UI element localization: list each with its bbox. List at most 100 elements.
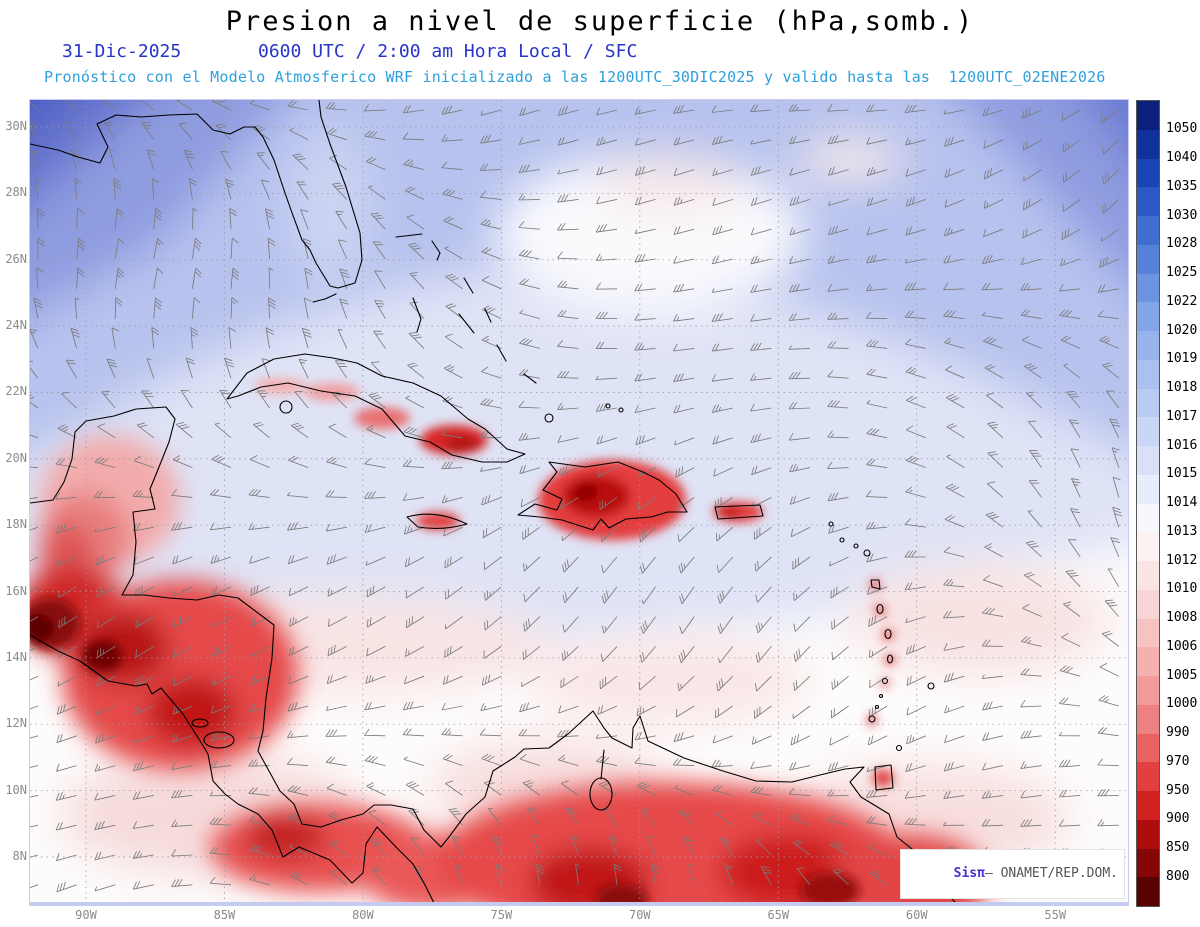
latitude-axis: 30N 28N 26N 24N 22N 20N 18N 16N 14N 12N 10N 8N [0, 0, 28, 927]
colorbar-cell-14 [1137, 503, 1159, 533]
colorbar-label-1025: 1025 [1166, 265, 1198, 280]
coast-cuba [226, 353, 526, 463]
colorbar-label-1000: 1000 [1166, 696, 1198, 712]
coast-antigua [863, 549, 871, 557]
colorbar-label-1028: 1028 [1166, 236, 1198, 252]
colorbar-cell-19 [1137, 647, 1159, 676]
lat-tick-24N: 24N [5, 318, 27, 333]
colorbar-label-1014: 1014 [1166, 495, 1198, 510]
colorbar-label-990: 990 [1166, 725, 1190, 740]
lon-tick-85W: 85W [213, 908, 236, 922]
colorbar-label-1005: 1005 [1166, 667, 1198, 683]
colorbar-cell-26 [1137, 848, 1159, 878]
coast-pacific [29, 634, 436, 906]
colorbar-cell-15 [1137, 532, 1159, 561]
colorbar-cell-2 [1137, 158, 1159, 188]
colorbar-cell-10 [1137, 388, 1159, 418]
credit-text: – ONAMET/REP.DOM. [984, 866, 1118, 881]
colorbar-label-1018: 1018 [1166, 380, 1198, 395]
lake-managua [191, 718, 209, 728]
lat-tick-16N: 16N [5, 583, 27, 598]
credit-badge: Sisπ– ONAMET/REP.DOM. [899, 849, 1125, 899]
colorbar-cell-24 [1137, 791, 1159, 820]
coast-isle-of-youth [279, 400, 293, 414]
coast-yucatan-caribbean [29, 406, 959, 906]
lat-tick-22N: 22N [5, 384, 27, 399]
coast-dominica [876, 603, 884, 615]
coast-hispaniola [517, 461, 688, 531]
colorbar-cell-20 [1137, 676, 1159, 705]
colorbar-cell-1 [1137, 129, 1159, 159]
colorbar-cell-6 [1137, 273, 1159, 303]
colorbar-label-1030: 1030 [1166, 207, 1198, 223]
coast-puerto-rico [714, 504, 764, 520]
colorbar-cell-9 [1137, 359, 1159, 389]
coast-turks-2 [618, 407, 624, 413]
colorbar-label-1015: 1015 [1166, 466, 1198, 482]
colorbar-cell-23 [1137, 762, 1159, 791]
coast-grenadines-2 [874, 704, 880, 710]
pressure-shading [0, 40, 1190, 927]
coast-turks-1 [605, 403, 611, 409]
colorbar-label-950: 950 [1166, 782, 1190, 798]
valid-date: 31-Dic-2025 [62, 41, 182, 62]
lat-tick-10N: 10N [5, 782, 27, 797]
colorbar-cell-11 [1137, 417, 1159, 446]
coast-grand-bahama [395, 233, 423, 238]
colorbar-label-1035: 1035 [1166, 178, 1198, 194]
colorbar-cell-7 [1137, 302, 1159, 331]
lon-tick-55W: 55W [1044, 908, 1067, 922]
coast-eleuthera [463, 277, 474, 294]
colorbar-label-1019: 1019 [1166, 351, 1198, 367]
coast-trinidad [874, 764, 894, 791]
lat-tick-26N: 26N [5, 251, 27, 266]
colorbar-cell-12 [1137, 446, 1159, 475]
lon-tick-60W: 60W [905, 908, 928, 922]
colorbar-label-1010: 1010 [1166, 581, 1198, 597]
colorbar-label-900: 900 [1166, 811, 1190, 827]
valid-time: 0600 UTC / 2:00 am Hora Local / SFC [258, 41, 638, 62]
page-title: Presion a nivel de superficie (hPa,somb.… [225, 6, 975, 37]
coast-st-martin [828, 521, 834, 527]
coast-jamaica [406, 513, 468, 530]
coast-florida-keys [312, 293, 337, 303]
coast-gulf-florida [29, 99, 363, 289]
coast-barbados [927, 682, 935, 690]
coast-long-island [496, 344, 507, 362]
colorbar-label-1050: 1050 [1166, 121, 1198, 137]
colorbar-label-1013: 1013 [1166, 523, 1198, 539]
coast-grenada [868, 715, 876, 723]
coast-cat-island [484, 308, 492, 323]
colorbar-label-1016: 1016 [1166, 437, 1198, 453]
colorbar-cell-4 [1137, 216, 1159, 245]
lat-tick-18N: 18N [5, 517, 27, 532]
maracaibo-channel [600, 749, 605, 780]
lat-tick-28N: 28N [5, 185, 27, 200]
colorbar-label-1008: 1008 [1166, 610, 1198, 625]
colorbar-cell-25 [1137, 819, 1159, 849]
coast-inagua [544, 413, 554, 423]
credit-brand: Sisπ [953, 866, 985, 881]
colorbar-label-850: 850 [1166, 840, 1190, 855]
colorbar-cell-16 [1137, 561, 1159, 590]
colorbar-label-1040: 1040 [1166, 150, 1198, 165]
map-area: Sisπ– ONAMET/REP.DOM. [0, 40, 1190, 927]
coast-abaco [431, 240, 441, 261]
coast-tobago [895, 744, 903, 752]
colorbar-label-1006: 1006 [1166, 638, 1198, 654]
lon-tick-75W: 75W [490, 908, 513, 922]
coast-guadeloupe [870, 579, 881, 590]
lon-tick-80W: 80W [352, 908, 374, 922]
lat-tick-20N: 20N [5, 450, 27, 465]
coast-st-vincent [881, 677, 889, 685]
pressure-colorbar [1136, 100, 1160, 907]
colorbar-cell-17 [1137, 589, 1159, 619]
coast-martinique [884, 628, 892, 640]
colorbar-cell-0 [1137, 101, 1159, 130]
coast-exuma [458, 313, 475, 334]
coast-grenadines-1 [878, 693, 884, 699]
coast-acklins [523, 373, 537, 384]
colorbar-cell-13 [1137, 474, 1159, 504]
colorbar-label-970: 970 [1166, 753, 1190, 769]
